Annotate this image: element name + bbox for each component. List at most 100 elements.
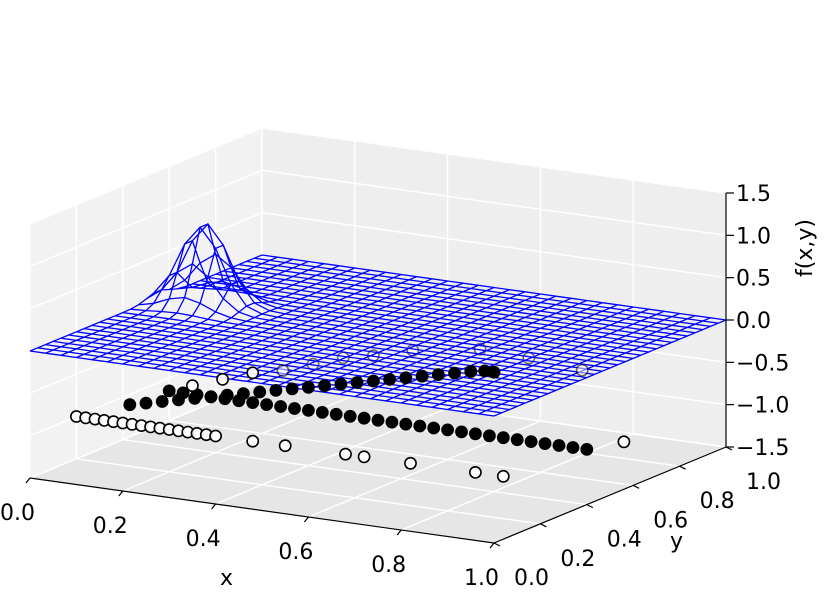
scatter-point-open bbox=[357, 450, 371, 464]
scatter-point-filled bbox=[288, 402, 301, 415]
scatter-points-front bbox=[70, 363, 631, 483]
x-tick bbox=[303, 516, 309, 523]
scatter-point-filled bbox=[172, 393, 185, 407]
scatter-point-filled bbox=[482, 429, 496, 443]
z-gridline bbox=[29, 127, 727, 225]
scatter-point-open bbox=[617, 435, 631, 449]
x-tick-label: 0.0 bbox=[0, 501, 35, 526]
scatter-point-filled bbox=[301, 380, 315, 394]
z-tick-label: 1.0 bbox=[736, 224, 771, 249]
scatter-point-filled bbox=[343, 409, 357, 423]
x-tick bbox=[489, 542, 495, 549]
x-tick-label: 0.2 bbox=[93, 514, 128, 539]
scatter-point-filled bbox=[427, 421, 441, 435]
scatter-point-filled bbox=[468, 427, 482, 441]
scatter-point-filled bbox=[399, 371, 413, 385]
scatter-point-filled bbox=[301, 403, 315, 417]
x-tick bbox=[25, 477, 31, 484]
y-tick-label: 0.4 bbox=[607, 528, 642, 553]
x-tick-label: 0.8 bbox=[371, 553, 406, 578]
scatter-point-filled bbox=[285, 382, 299, 396]
scatter-point-open bbox=[575, 363, 589, 377]
scatter-point-filled bbox=[448, 366, 461, 380]
surface-line bbox=[462, 315, 696, 413]
scatter-point-filled bbox=[538, 437, 552, 450]
z-axis-title: f(x,y) bbox=[793, 219, 818, 277]
x-axis-title: x bbox=[220, 566, 233, 591]
y-tick-label: 0.8 bbox=[700, 489, 735, 514]
y-tick-label: 0.6 bbox=[653, 508, 688, 533]
y-tick-label: 0.0 bbox=[514, 566, 549, 591]
scatter-point-filled bbox=[366, 374, 380, 388]
scatter-point-filled bbox=[385, 415, 399, 429]
y-axis-title: y bbox=[670, 529, 683, 554]
x-tick bbox=[211, 503, 217, 510]
scatter-point-open bbox=[209, 429, 222, 443]
scatter-point-open bbox=[246, 366, 260, 380]
scatter-point-filled bbox=[566, 441, 580, 454]
ticks: 0.0 0.2 0.4 0.6 0.8 1.0 0.0 0.2 0.4 0.6 0.8 1.0 −1.5… bbox=[0, 182, 789, 591]
x-tick-label: 1.0 bbox=[464, 566, 499, 591]
scatter-point-filled bbox=[487, 365, 501, 379]
scatter-point-filled bbox=[441, 423, 454, 437]
y-axis-line bbox=[493, 446, 727, 544]
z-tick-label: 0.0 bbox=[736, 309, 771, 334]
surface-line bbox=[246, 260, 711, 328]
scatter-point-filled bbox=[415, 369, 429, 383]
x-tick bbox=[118, 490, 124, 497]
scatter-point-filled bbox=[580, 442, 594, 456]
surface-line bbox=[261, 254, 727, 321]
scatter-point-filled bbox=[371, 413, 385, 427]
scatter-point-filled bbox=[274, 400, 287, 413]
scatter-point-filled bbox=[188, 391, 202, 405]
scatter-point-filled bbox=[524, 435, 538, 448]
surface-line bbox=[223, 270, 688, 337]
z-gridline bbox=[29, 169, 727, 267]
scatter-point-filled bbox=[431, 368, 445, 381]
scatter-point-open bbox=[339, 447, 352, 461]
scatter-point-filled bbox=[510, 433, 524, 447]
scatter-point-filled bbox=[236, 387, 250, 400]
scatter-point-filled bbox=[357, 411, 371, 425]
scatter-point-open bbox=[185, 379, 199, 393]
y-tick bbox=[493, 542, 501, 547]
scatter-point-filled bbox=[496, 431, 510, 445]
x-tick-label: 0.4 bbox=[186, 527, 221, 552]
y-tick bbox=[586, 504, 594, 509]
surface-line bbox=[478, 317, 711, 415]
scatter-point-filled bbox=[383, 372, 396, 386]
scatter-point-filled bbox=[155, 395, 169, 408]
z-tick-label: −1.5 bbox=[736, 436, 789, 461]
surface-line bbox=[493, 319, 727, 417]
scatter-point-open bbox=[246, 434, 260, 448]
surface-line bbox=[231, 267, 696, 334]
scatter-point-open bbox=[216, 372, 229, 386]
scatter-point-open bbox=[404, 456, 417, 470]
scatter-point-filled bbox=[253, 385, 267, 399]
scatter-point-filled bbox=[329, 407, 343, 421]
surface-line bbox=[447, 312, 680, 411]
scatter-point-filled bbox=[220, 388, 234, 402]
y-tick bbox=[679, 465, 686, 470]
x-axis-line bbox=[29, 477, 495, 544]
scatter-point-filled bbox=[162, 384, 176, 398]
scatter-point-filled bbox=[315, 405, 329, 419]
scatter-point-filled bbox=[246, 396, 260, 409]
scatter-point-filled bbox=[269, 383, 283, 397]
y-tick bbox=[540, 523, 547, 528]
z-tick-label: −0.5 bbox=[736, 351, 789, 376]
scatter-point-open bbox=[278, 439, 292, 453]
scatter-point-filled bbox=[139, 396, 153, 410]
scatter-point-filled bbox=[455, 425, 468, 439]
z-gridline bbox=[29, 338, 727, 437]
surface-line bbox=[238, 263, 703, 331]
y-tick-label: 1.0 bbox=[746, 470, 781, 495]
scatter-point-filled bbox=[204, 390, 218, 404]
scatter-point-filled bbox=[334, 377, 348, 391]
scatter-point-open bbox=[276, 364, 290, 377]
x-tick bbox=[396, 529, 402, 536]
scatter-point-filled bbox=[123, 398, 137, 412]
surface-line bbox=[431, 310, 665, 408]
scatter-point-open bbox=[496, 469, 510, 483]
